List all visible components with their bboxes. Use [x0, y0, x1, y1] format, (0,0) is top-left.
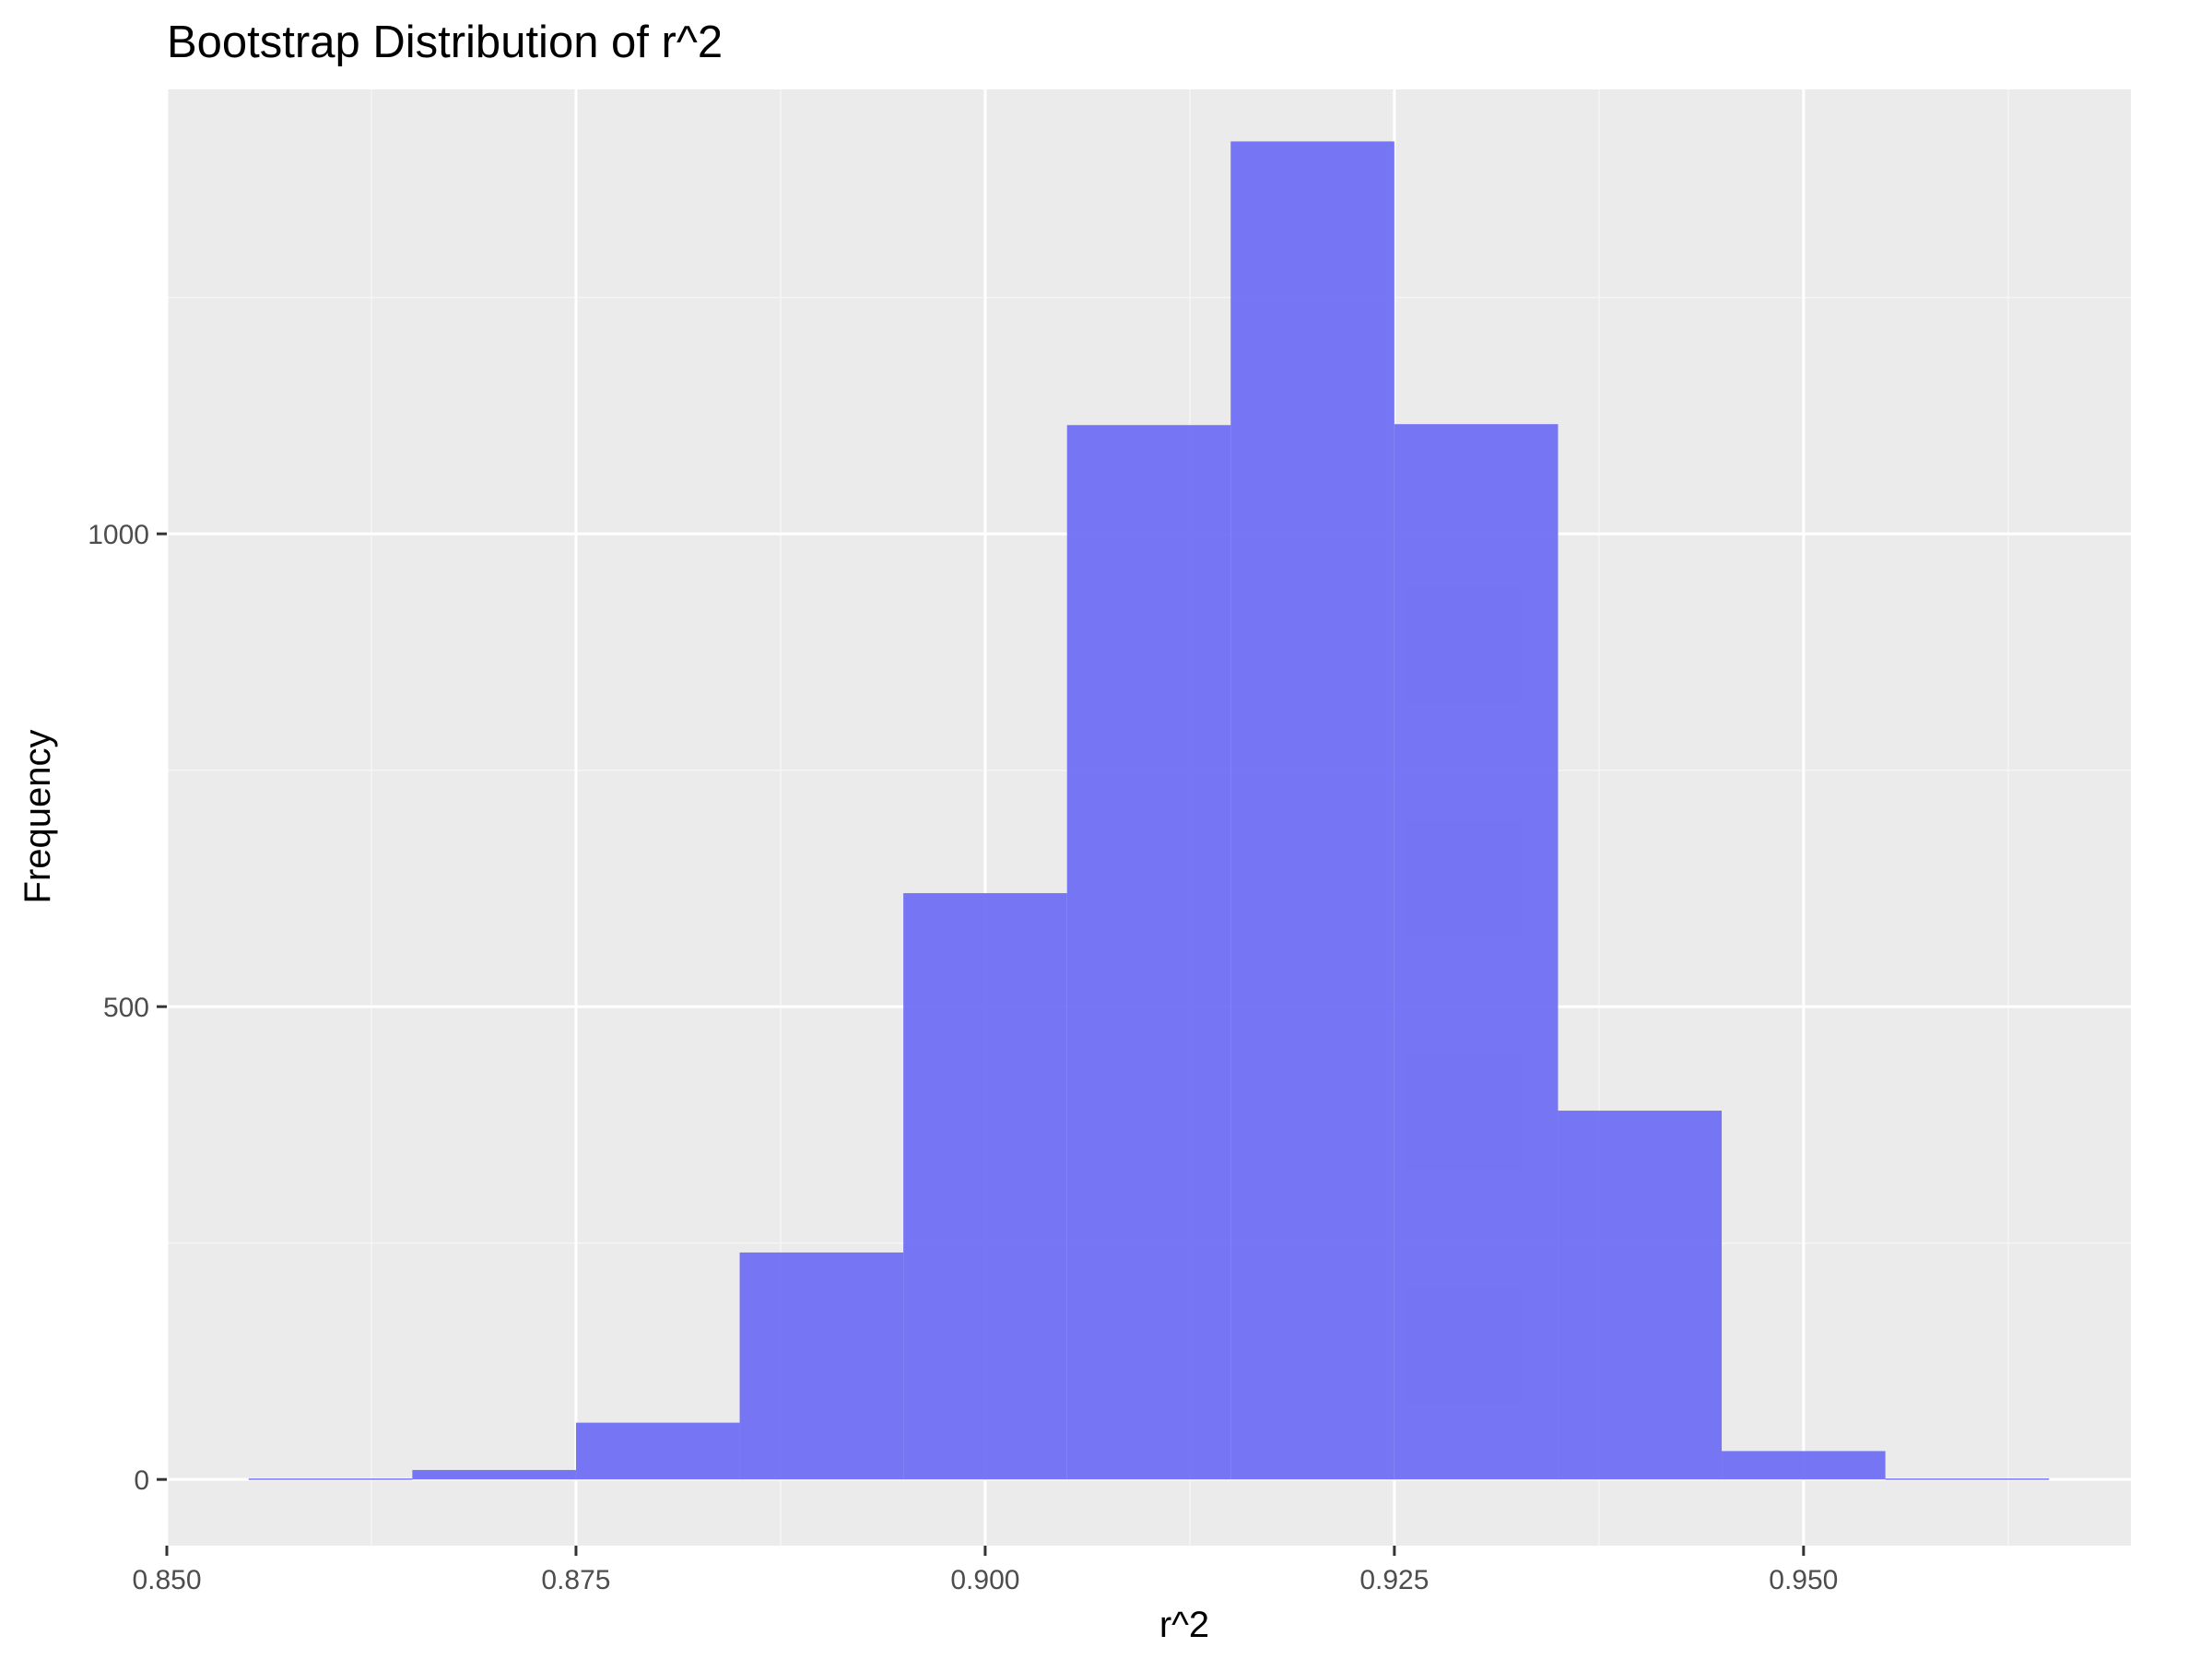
histogram-bar-3: [739, 1252, 904, 1480]
histogram-bar-9: [1722, 1451, 1886, 1480]
histogram-bar-5: [1066, 425, 1231, 1480]
y-tick-label: 500: [103, 993, 149, 1023]
histogram-bar-0: [248, 1478, 413, 1480]
histogram-bar-7: [1394, 424, 1559, 1480]
histogram-bar-10: [1885, 1478, 2050, 1480]
histogram-bar-8: [1558, 1111, 1723, 1480]
histogram-bar-4: [903, 893, 1067, 1480]
x-axis-title: r^2: [1159, 1605, 1209, 1645]
histogram-bars: [248, 141, 2050, 1480]
x-tick-label: 0.950: [1769, 1565, 1838, 1595]
y-axis-title: Frequency: [18, 730, 58, 904]
y-axis: 0 500 1000: [88, 520, 167, 1496]
x-tick-label: 0.925: [1359, 1565, 1429, 1595]
histogram-bar-1: [412, 1469, 576, 1480]
x-tick-label: 0.850: [132, 1565, 201, 1595]
y-tick-label: 0: [134, 1465, 149, 1496]
x-axis: 0.850 0.875 0.900 0.925 0.950: [132, 1546, 1838, 1595]
x-tick-label: 0.875: [541, 1565, 610, 1595]
histogram-bar-6: [1230, 141, 1394, 1480]
y-tick-label: 1000: [88, 520, 149, 550]
chart-title: Bootstrap Distribution of r^2: [167, 18, 723, 67]
histogram-bar-2: [575, 1422, 740, 1480]
x-tick-label: 0.900: [950, 1565, 1019, 1595]
